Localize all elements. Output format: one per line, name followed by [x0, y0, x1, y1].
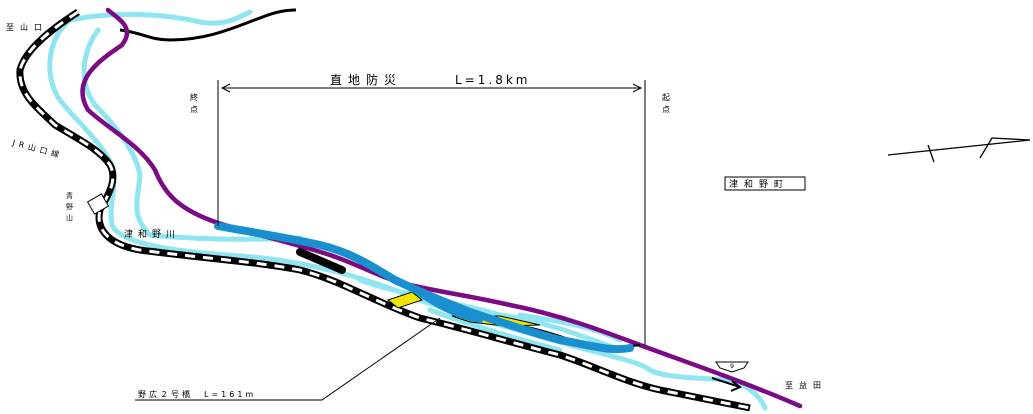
jr-line-label: JR山口線 [11, 137, 65, 160]
bridge-leader [135, 317, 441, 401]
project-length: L=1.8km [455, 73, 530, 87]
north-arrow-icon [887, 137, 1031, 163]
river [47, 9, 768, 411]
structure-yellow-1 [386, 291, 424, 309]
end-point-label: 終点 [190, 92, 198, 114]
town-label: 津和野町 [729, 179, 789, 190]
town-label-box [724, 176, 806, 191]
to-masuda-label: 至益田 [785, 380, 827, 390]
local-road [119, 8, 297, 42]
station-icon [86, 193, 110, 215]
river-label: 津和野川 [124, 229, 180, 240]
bridge-label: 野広２号橋 L=161m [138, 389, 256, 399]
masuda-arrow-icon [711, 377, 742, 392]
project-extent [217, 80, 646, 345]
national-route-existing [80, 7, 803, 409]
project-title: 直地防災 [330, 72, 402, 87]
jr-railway [16, 9, 751, 412]
start-point-label: 起点 [662, 93, 670, 114]
station-label: 青野山 [66, 191, 73, 222]
tunnel-section [296, 248, 346, 274]
route-number: 9 [730, 363, 734, 370]
project-road-branch [407, 284, 483, 323]
to-yamaguchi-label: 至山口 [6, 22, 48, 32]
route-shield-icon [715, 361, 749, 373]
